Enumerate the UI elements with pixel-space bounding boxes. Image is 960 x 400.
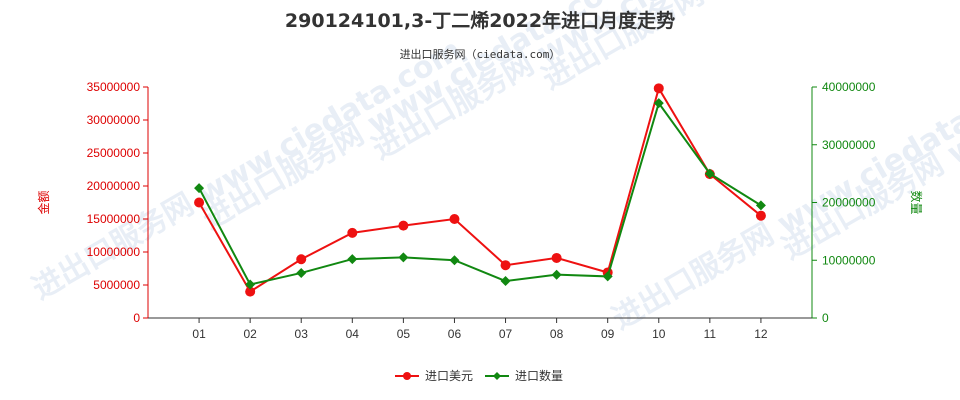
data-point[interactable]: [704, 168, 715, 179]
legend-item[interactable]: 进口美元: [395, 369, 473, 383]
data-point[interactable]: [245, 286, 256, 297]
data-point[interactable]: [296, 254, 307, 265]
left-tick-label: 25000000: [87, 146, 141, 160]
x-tick-label: 04: [346, 327, 360, 341]
data-point[interactable]: [245, 279, 256, 290]
left-tick-label: 5000000: [93, 278, 140, 292]
left-axis-title: 金额: [36, 190, 51, 214]
chart-subtitle: 进出口服务网（ciedata.com）: [400, 47, 561, 61]
data-point[interactable]: [194, 183, 205, 194]
data-point[interactable]: [296, 267, 307, 278]
x-tick-label: 08: [550, 327, 564, 341]
data-point[interactable]: [194, 197, 205, 208]
data-point[interactable]: [653, 83, 664, 94]
data-point[interactable]: [347, 227, 358, 238]
series-line: [198, 100, 762, 286]
data-point[interactable]: [449, 255, 460, 266]
data-point[interactable]: [398, 252, 409, 263]
x-tick-label: 11: [704, 327, 717, 341]
x-tick-label: 10: [652, 327, 666, 341]
watermark-text: 进出口服务网 www.ciedata.com: [27, 32, 468, 307]
data-point[interactable]: [602, 271, 613, 282]
legend-swatch-marker: [403, 372, 411, 380]
x-tick-label: 07: [499, 327, 513, 341]
series-line: [198, 85, 762, 294]
series-2: [194, 98, 766, 290]
data-point[interactable]: [449, 214, 460, 224]
left-tick-label: 10000000: [87, 245, 141, 259]
right-tick-label: 20000000: [822, 196, 876, 210]
data-point[interactable]: [551, 252, 562, 263]
right-tick-label: 0: [822, 311, 829, 325]
right-tick-label: 30000000: [822, 138, 876, 152]
legend[interactable]: 进口美元 进口数量: [395, 368, 563, 383]
data-point[interactable]: [755, 200, 766, 211]
x-tick-label: 01: [192, 327, 206, 341]
x-tick-label: 05: [397, 327, 411, 341]
left-tick-label: 20000000: [87, 179, 141, 193]
data-point[interactable]: [551, 269, 562, 280]
left-tick-label: 0: [133, 311, 140, 325]
x-tick-label: 06: [448, 327, 462, 341]
plot-area: [194, 83, 766, 297]
chart-title: 290124101,3-丁二烯2022年进口月度走势: [285, 9, 675, 32]
x-tick-label: 09: [601, 327, 615, 341]
x-tick-label: 03: [295, 327, 309, 341]
data-point[interactable]: [653, 98, 664, 109]
legend-label: 进口美元: [425, 369, 473, 383]
right-tick-label: 10000000: [822, 253, 876, 267]
data-point[interactable]: [500, 276, 511, 287]
data-point[interactable]: [347, 254, 358, 265]
data-point[interactable]: [398, 220, 409, 231]
right-axis-title: 数量: [909, 190, 924, 214]
x-tick-label: 12: [754, 327, 768, 341]
x-tick-label: 02: [243, 327, 257, 341]
data-point[interactable]: [500, 260, 511, 271]
data-point[interactable]: [755, 210, 766, 221]
legend-swatch-marker: [493, 372, 501, 380]
left-tick-label: 15000000: [87, 212, 141, 226]
axes: 0 5000000 10000000 15000000 20000000 25000000…: [36, 80, 924, 341]
legend-item[interactable]: 进口数量: [485, 368, 563, 383]
left-tick-label: 35000000: [87, 80, 141, 94]
left-tick-label: 30000000: [87, 113, 141, 127]
right-tick-label: 40000000: [822, 80, 876, 94]
legend-label: 进口数量: [515, 368, 563, 383]
